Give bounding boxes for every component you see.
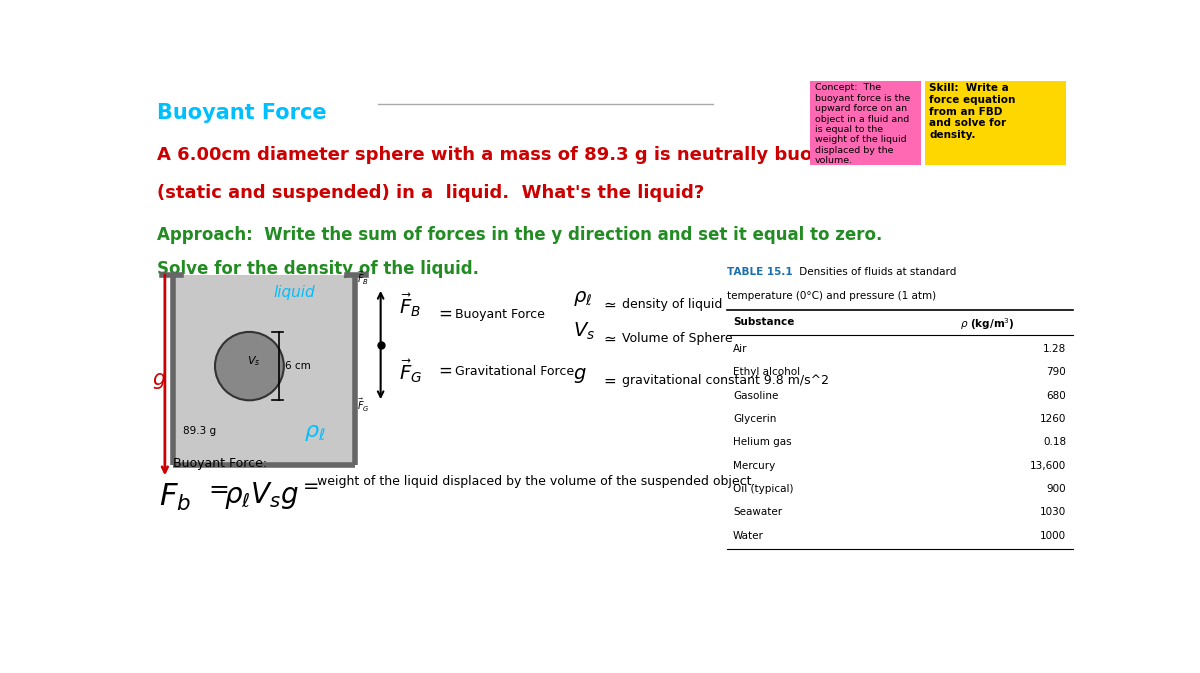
- Text: $g$: $g$: [574, 366, 587, 385]
- Text: $\rho_\ell V_s g$: $\rho_\ell V_s g$: [224, 481, 299, 511]
- Text: (static and suspended) in a  liquid.  What's the liquid?: (static and suspended) in a liquid. What…: [156, 184, 703, 203]
- Text: $\vec{F}_B$: $\vec{F}_B$: [358, 269, 370, 287]
- Text: liquid: liquid: [272, 285, 314, 300]
- Text: 0.18: 0.18: [1043, 437, 1066, 448]
- Text: Ethyl alcohol: Ethyl alcohol: [733, 367, 800, 378]
- Text: Skill:  Write a
force equation
from an FBD
and solve for
density.: Skill: Write a force equation from an FB…: [929, 83, 1015, 140]
- Text: Water: Water: [733, 530, 764, 540]
- Text: Volume of Sphere: Volume of Sphere: [622, 332, 732, 345]
- Text: density of liquid: density of liquid: [622, 298, 722, 311]
- Text: 6 cm: 6 cm: [286, 361, 311, 371]
- Text: Seawater: Seawater: [733, 507, 782, 518]
- Text: 1000: 1000: [1040, 530, 1066, 540]
- Text: 900: 900: [1046, 484, 1066, 494]
- Text: $=$: $=$: [299, 475, 319, 494]
- Text: $F_b$: $F_b$: [160, 483, 191, 513]
- Text: Glycerin: Glycerin: [733, 414, 776, 424]
- Text: $\simeq$: $\simeq$: [601, 297, 617, 312]
- Text: Oil (typical): Oil (typical): [733, 484, 793, 494]
- Text: $\vec{F}_G$: $\vec{F}_G$: [400, 357, 422, 384]
- Text: $V_s$: $V_s$: [574, 320, 595, 342]
- Circle shape: [215, 332, 284, 400]
- Text: weight of the liquid displaced by the volume of the suspended object.: weight of the liquid displaced by the vo…: [317, 475, 756, 488]
- Bar: [173, 275, 355, 465]
- FancyBboxPatch shape: [925, 81, 1066, 165]
- Text: $\vec{F}_B$: $\vec{F}_B$: [400, 291, 421, 319]
- Text: 680: 680: [1046, 390, 1066, 400]
- Text: Mercury: Mercury: [733, 460, 775, 470]
- Text: 1030: 1030: [1040, 507, 1066, 518]
- Text: A 6.00cm diameter sphere with a mass of 89.3 g is neutrally buoyant: A 6.00cm diameter sphere with a mass of …: [156, 145, 857, 164]
- Text: Buoyant Force:: Buoyant Force:: [173, 458, 268, 470]
- Text: gravitational constant 9.8 m/s^2: gravitational constant 9.8 m/s^2: [622, 374, 828, 387]
- Text: Gravitational Force: Gravitational Force: [455, 365, 574, 378]
- Text: Approach:  Write the sum of forces in the y direction and set it equal to zero.: Approach: Write the sum of forces in the…: [156, 226, 882, 244]
- Text: 89.3 g: 89.3 g: [182, 426, 216, 436]
- Text: 1.28: 1.28: [1043, 344, 1066, 354]
- Text: temperature (0°C) and pressure (1 atm): temperature (0°C) and pressure (1 atm): [726, 291, 936, 301]
- Text: $=$: $=$: [434, 361, 452, 379]
- Text: $V_s$: $V_s$: [247, 354, 260, 368]
- Text: Gasoline: Gasoline: [733, 390, 779, 400]
- Text: $=$: $=$: [204, 476, 229, 500]
- Text: 13,600: 13,600: [1030, 460, 1066, 470]
- Text: Solve for the density of the liquid.: Solve for the density of the liquid.: [156, 260, 479, 277]
- Text: Buoyant Force: Buoyant Force: [156, 102, 326, 122]
- Text: Concept:  The
buoyant force is the
upward force on an
object in a fluid and
is e: Concept: The buoyant force is the upward…: [815, 83, 911, 165]
- Text: 790: 790: [1046, 367, 1066, 378]
- Text: $\simeq$: $\simeq$: [601, 330, 617, 346]
- Text: g: g: [152, 369, 166, 389]
- Text: TABLE 15.1: TABLE 15.1: [726, 267, 792, 277]
- Text: 1260: 1260: [1039, 414, 1066, 424]
- Text: Densities of fluids at standard: Densities of fluids at standard: [797, 267, 956, 277]
- Text: $=$: $=$: [601, 373, 617, 388]
- Text: Buoyant Force: Buoyant Force: [455, 308, 545, 321]
- Text: $=$: $=$: [434, 304, 452, 322]
- Text: Air: Air: [733, 344, 748, 354]
- Text: Helium gas: Helium gas: [733, 437, 792, 448]
- Text: Substance: Substance: [733, 316, 794, 326]
- Text: $\rho$ (kg/m$^3$): $\rho$ (kg/m$^3$): [960, 316, 1015, 332]
- Text: $\vec{F}_G$: $\vec{F}_G$: [358, 396, 370, 414]
- Text: $\rho_\ell$: $\rho_\ell$: [574, 289, 593, 308]
- FancyBboxPatch shape: [810, 81, 920, 165]
- Text: $\rho_\ell$: $\rho_\ell$: [304, 423, 325, 443]
